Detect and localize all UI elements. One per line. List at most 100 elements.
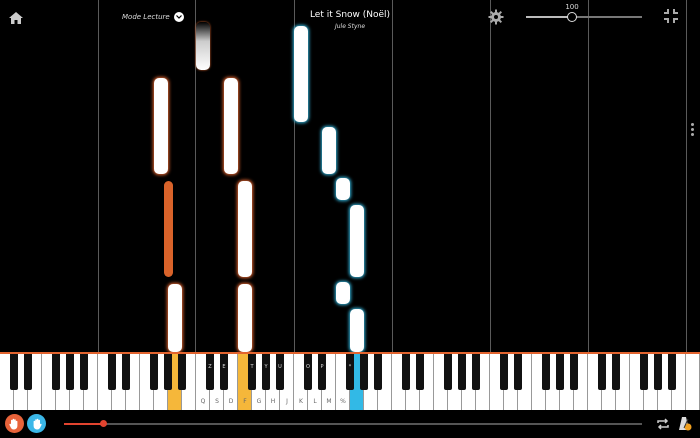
piano-black-key[interactable] (598, 354, 606, 390)
white-key-label: L (313, 398, 317, 405)
piano-black-key[interactable] (472, 354, 480, 390)
chevron-down-icon (173, 12, 184, 22)
playback-progress-fill (64, 423, 105, 425)
falling-note-right (336, 178, 350, 200)
piano-black-key[interactable] (458, 354, 466, 390)
falling-note-left (168, 284, 182, 352)
piano-black-key[interactable] (374, 354, 382, 390)
piano-black-key[interactable] (122, 354, 130, 390)
song-artist: Jule Styne (334, 23, 366, 30)
piano-black-key[interactable] (612, 354, 620, 390)
piano-black-key[interactable] (24, 354, 32, 390)
measure-line (195, 0, 196, 352)
piano-black-key[interactable] (654, 354, 662, 390)
black-key-label: P (320, 364, 324, 370)
piano-black-key[interactable] (66, 354, 74, 390)
piano-black-key[interactable] (556, 354, 564, 390)
piano-black-key[interactable] (178, 354, 186, 390)
white-key-label: D (228, 398, 234, 405)
falling-note-left (196, 22, 210, 70)
piano-black-key[interactable] (500, 354, 508, 390)
hand-left-icon (9, 418, 18, 429)
black-key-label: E (222, 364, 226, 370)
black-key-label: Z (208, 364, 212, 370)
piano-black-key[interactable] (10, 354, 18, 390)
right-hand-toggle[interactable] (27, 414, 46, 433)
piano-black-key[interactable] (318, 354, 326, 390)
song-title: Let it Snow (Noël) (309, 10, 391, 20)
falling-note-right (322, 127, 336, 174)
measure-line (686, 0, 687, 352)
left-hand-toggle[interactable] (5, 414, 24, 433)
falling-note-left (238, 181, 252, 277)
measure-line (392, 0, 393, 352)
more-vertical-icon[interactable] (690, 123, 696, 139)
piano-black-key[interactable] (668, 354, 676, 390)
piano-black-key[interactable] (542, 354, 550, 390)
piano-black-key[interactable] (108, 354, 116, 390)
white-key-label: S (215, 398, 219, 405)
playback-progress-handle[interactable] (100, 420, 108, 427)
top-bar: Mode Lecture Let it Snow (Noël) Jule Sty… (0, 0, 700, 36)
mode-selector[interactable]: Mode Lecture (122, 12, 184, 22)
falling-note-left (154, 78, 168, 174)
piano-black-key[interactable] (346, 354, 354, 390)
piano-black-key[interactable] (164, 354, 172, 390)
white-key-label: J (286, 398, 288, 405)
home-icon[interactable] (8, 10, 24, 26)
piano-black-key[interactable] (262, 354, 270, 390)
white-key-label: % (340, 398, 346, 405)
measure-line (98, 0, 99, 352)
playback-progress-bar[interactable] (64, 420, 642, 427)
white-key-label: G (256, 398, 262, 405)
piano-black-key[interactable] (570, 354, 578, 390)
piano-black-key[interactable] (220, 354, 228, 390)
falling-note-right (336, 282, 350, 304)
black-key-label: Y (264, 364, 268, 370)
piano-black-key[interactable] (360, 354, 368, 390)
volume-slider[interactable] (526, 12, 642, 22)
piano-black-key[interactable] (640, 354, 648, 390)
piano-black-key[interactable] (444, 354, 452, 390)
metronome-icon[interactable] (678, 416, 692, 432)
collapse-icon[interactable] (664, 9, 678, 23)
measure-line (294, 0, 295, 352)
black-key-label: T (250, 364, 254, 370)
falling-note-right (350, 309, 364, 352)
piano-keyboard[interactable]: Q S D F G H J K L M% Z E T Y U O P * (0, 354, 700, 410)
piano-black-key[interactable] (52, 354, 60, 390)
mode-label: Mode Lecture (122, 13, 170, 21)
piano-black-key[interactable] (514, 354, 522, 390)
loop-icon[interactable] (656, 417, 670, 431)
white-key-label: Q (200, 398, 206, 405)
white-key-label: H (270, 398, 276, 405)
black-key-label: O (306, 364, 310, 370)
piano-black-key[interactable] (416, 354, 424, 390)
falling-note-left-active (164, 181, 173, 277)
measure-line (588, 0, 589, 352)
keyboard-top-line (0, 352, 700, 354)
piano-white-key[interactable] (686, 354, 700, 410)
piano-black-key[interactable] (248, 354, 256, 390)
white-key-label: K (299, 398, 303, 405)
piano-black-key[interactable] (276, 354, 284, 390)
volume-slider-fill (526, 16, 573, 18)
falling-note-left (238, 284, 252, 352)
white-key-label: F (243, 398, 247, 405)
black-key-label: U (278, 364, 282, 370)
piano-black-key[interactable] (402, 354, 410, 390)
bottom-bar (0, 410, 700, 438)
measure-line (490, 0, 491, 352)
piano-black-key[interactable] (80, 354, 88, 390)
piano-black-key[interactable] (150, 354, 158, 390)
volume-slider-handle[interactable] (567, 12, 578, 22)
black-key-label: * (348, 364, 352, 370)
gear-icon[interactable] (488, 9, 504, 25)
hand-right-icon (33, 418, 42, 429)
piano-black-key[interactable] (206, 354, 214, 390)
piano-black-key[interactable] (304, 354, 312, 390)
volume-value: 100 (565, 3, 579, 11)
white-key-label: M (326, 398, 332, 405)
falling-note-left (224, 78, 238, 174)
